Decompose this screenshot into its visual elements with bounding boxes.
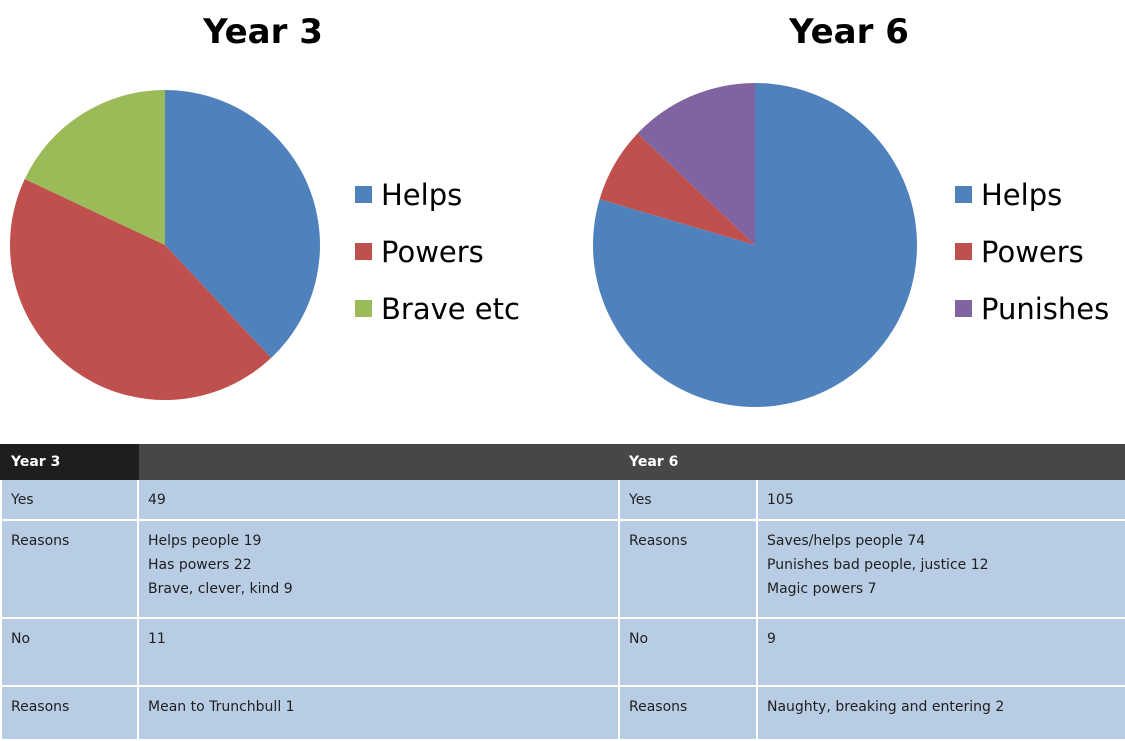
year3-pie-chart	[9, 90, 320, 400]
cell-line: 49	[148, 492, 166, 508]
table-cell: Reasons	[0, 519, 139, 619]
legend-item-powers: Powers	[355, 223, 520, 280]
header-year3: Year 3	[0, 444, 139, 480]
table-cell: Saves/helps people 74 Punishes bad people…	[756, 519, 1125, 619]
legend-label-helps: Helps	[381, 177, 463, 212]
legend-swatch-helps	[355, 186, 372, 203]
legend-label-powers: Powers	[981, 234, 1084, 269]
table-row: Reasons Mean to Trunchbull 1 Reasons Naught…	[0, 685, 1125, 741]
pie-slice-powers	[599, 133, 755, 245]
table-row: Reasons Helps people 19 Has powers 22 Brave…	[0, 519, 1125, 619]
table-cell: Helps people 19 Has powers 22 Brave, cleve…	[137, 519, 620, 619]
legend-swatch-brave	[355, 300, 372, 317]
legend-label-helps: Helps	[981, 177, 1063, 212]
header-year3-blank	[137, 444, 620, 480]
legend-item-brave: Brave etc	[355, 280, 520, 337]
year6-chart-title: Year 6	[789, 12, 909, 52]
legend-item-powers: Powers	[955, 223, 1109, 280]
table-cell: Mean to Trunchbull 1	[137, 685, 620, 741]
table-cell: No	[0, 617, 139, 687]
table-cell: Reasons	[0, 685, 139, 741]
cell-line: Saves/helps people 74	[767, 533, 926, 549]
cell-line: Reasons	[629, 533, 688, 549]
cell-line: No	[629, 631, 649, 647]
year6-legend: Helps Powers Punishes	[955, 166, 1109, 337]
legend-label-punishes: Punishes	[981, 291, 1110, 326]
table-row: Yes 49 Yes 105	[0, 478, 1125, 521]
table-cell: Yes	[0, 478, 139, 521]
legend-label-brave: Brave etc	[381, 291, 520, 326]
cell-line: Helps people 19	[148, 533, 262, 549]
cell-line: 11	[148, 631, 166, 647]
header-year6-blank	[756, 444, 1125, 480]
cell-line: Has powers 22	[148, 557, 252, 573]
table-cell: Reasons	[618, 685, 758, 741]
table-cell: Naughty, breaking and entering 2	[756, 685, 1125, 741]
cell-line: 9	[767, 631, 776, 647]
legend-label-powers: Powers	[381, 234, 484, 269]
table-cell: 105	[756, 478, 1125, 521]
year6-pie-chart	[593, 83, 917, 407]
year3-chart-title: Year 3	[203, 12, 323, 52]
table-cell: 11	[137, 617, 620, 687]
pie-slice-helps	[165, 90, 320, 358]
table-row: No 11 No 9	[0, 617, 1125, 687]
legend-swatch-punishes	[955, 300, 972, 317]
table-cell: 9	[756, 617, 1125, 687]
cell-line: Reasons	[11, 699, 70, 715]
cell-line: Magic powers 7	[767, 581, 877, 597]
table-cell: Reasons	[618, 519, 758, 619]
pie-slice-brave-etc	[24, 90, 166, 245]
pie-slice-powers	[9, 179, 272, 400]
legend-swatch-powers	[355, 243, 372, 260]
cell-line: No	[11, 631, 31, 647]
cell-line: Yes	[11, 492, 34, 508]
cell-line: Reasons	[629, 699, 688, 715]
survey-table: Year 3 Year 6 Yes 49 Yes 105 Reasons Helps p…	[0, 444, 1125, 741]
cell-line: Reasons	[11, 533, 70, 549]
legend-item-helps: Helps	[355, 166, 520, 223]
table-cell: 49	[137, 478, 620, 521]
cell-line: 105	[767, 492, 794, 508]
pie-slice-punishes	[637, 83, 755, 245]
cell-line: Naughty, breaking and entering 2	[767, 699, 1005, 715]
table-cell: No	[618, 617, 758, 687]
year3-legend: Helps Powers Brave etc	[355, 166, 520, 337]
cell-line: Punishes bad people, justice 12	[767, 557, 989, 573]
cell-line: Yes	[629, 492, 652, 508]
cell-line: Mean to Trunchbull 1	[148, 699, 295, 715]
table-header-row: Year 3 Year 6	[0, 444, 1125, 480]
header-year6: Year 6	[618, 444, 758, 480]
legend-item-punishes: Punishes	[955, 280, 1109, 337]
legend-item-helps: Helps	[955, 166, 1109, 223]
legend-swatch-powers	[955, 243, 972, 260]
cell-line: Brave, clever, kind 9	[148, 581, 293, 597]
table-cell: Yes	[618, 478, 758, 521]
legend-swatch-helps	[955, 186, 972, 203]
